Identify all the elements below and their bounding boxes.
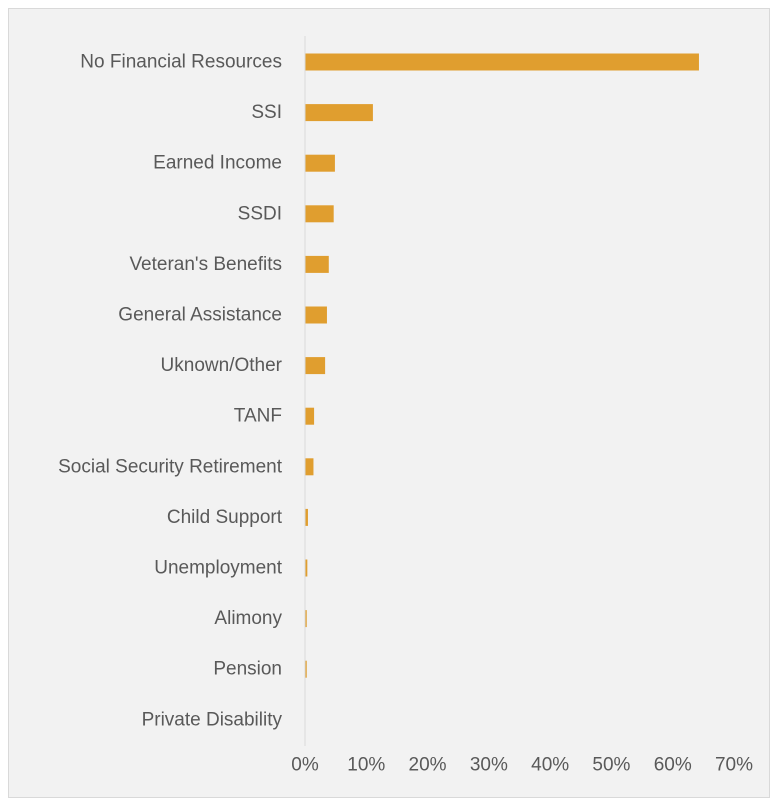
category-label: Uknown/Other [161,355,283,376]
category-label: Social Security Retirement [58,456,283,477]
bar [305,205,334,223]
bar-chart: No Financial Resources SSI Earned Income SS… [58,36,753,776]
chart-area: No Financial Resources SSI Earned Income SS… [8,8,770,798]
x-axis-tick-labels: 0% 10% 20% 30% 40% 50% 60% 70% [291,755,753,776]
bar [305,508,308,526]
bar [305,53,699,71]
category-label: General Assistance [118,305,282,326]
bar [305,255,329,273]
x-tick-label: 30% [470,755,508,776]
category-label: Child Support [167,507,283,528]
bar [305,104,373,122]
bar [305,458,314,476]
x-tick-label: 70% [715,755,753,776]
category-label: Unemployment [154,558,282,579]
category-label: Pension [213,659,282,680]
category-label: Private Disability [142,709,283,730]
x-tick-label: 20% [409,755,447,776]
category-labels: No Financial Resources SSI Earned Income SS… [58,52,283,731]
bar [305,559,308,577]
category-label: No Financial Resources [80,52,282,73]
bar [305,660,307,678]
x-tick-label: 50% [592,755,630,776]
category-label: Veteran's Benefits [129,254,282,275]
category-label: TANF [234,406,282,427]
category-label: SSI [251,102,282,123]
bar [305,154,335,172]
bars-layer [305,53,699,678]
x-tick-label: 40% [531,755,569,776]
bar [305,407,315,425]
x-tick-label: 60% [654,755,692,776]
x-tick-label: 10% [347,755,385,776]
x-tick-label: 0% [291,755,319,776]
bar [305,357,326,375]
bar [305,306,327,324]
category-label: Alimony [214,608,282,629]
category-label: Earned Income [153,153,282,174]
category-label: SSDI [238,203,282,224]
bar [305,610,307,628]
